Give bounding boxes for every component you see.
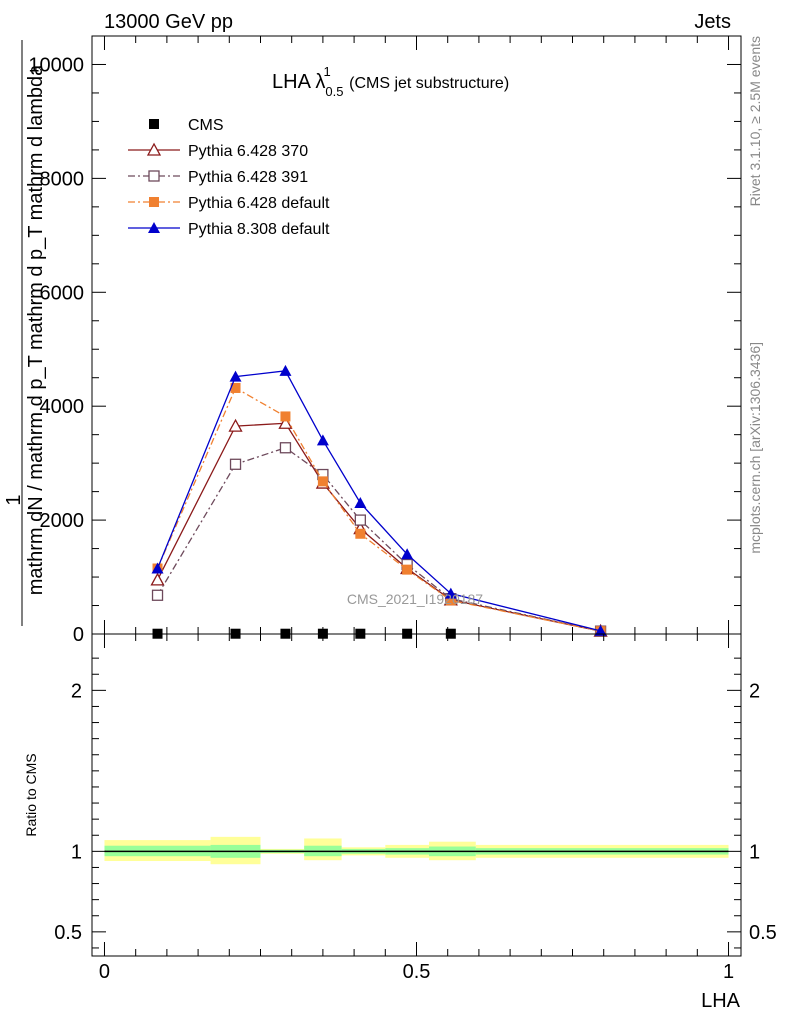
y-tick-label: 4000 — [40, 396, 85, 418]
data-point — [401, 548, 414, 560]
ratio-y-tick-label-right: 1 — [749, 841, 760, 863]
data-point — [229, 458, 242, 470]
data-point — [228, 418, 243, 432]
data-point — [316, 434, 329, 446]
legend-marker — [146, 142, 162, 156]
title-main: LHA λ — [272, 71, 325, 93]
ratio-y-tick-label: 0.5 — [54, 922, 82, 944]
header-right: Jets — [694, 11, 731, 33]
y-tick-label: 6000 — [40, 282, 85, 304]
data-point — [150, 572, 165, 586]
series-line — [156, 387, 601, 632]
data-point — [354, 514, 366, 526]
watermark: CMS_2021_I1920187 — [347, 591, 483, 607]
data-point — [230, 382, 241, 393]
legend-marker — [149, 197, 159, 207]
data-point — [354, 497, 367, 509]
ratio-y-tick-label: 2 — [71, 680, 82, 702]
y-axis-label: 1 mathrm dN / mathrm d p_T mathrm d p_T … — [3, 40, 47, 626]
legend-label: Pythia 6.428 391 — [188, 169, 308, 186]
legend-label: Pythia 6.428 default — [188, 195, 330, 212]
title-sub: 0.5 — [325, 84, 343, 99]
legend-marker — [148, 170, 160, 182]
data-point — [444, 587, 457, 599]
title-sup: 1 — [323, 64, 330, 79]
data-point — [445, 595, 456, 606]
y-tick-label: 10000 — [28, 54, 84, 76]
legend-marker — [148, 222, 160, 233]
legend-marker — [149, 119, 159, 129]
data-point — [280, 411, 291, 422]
legend: CMS Pythia 6.428 370 Pythia 6.428 391 Pythi… — [128, 117, 330, 238]
ratio-frame — [91, 633, 742, 957]
y-tick-label: 8000 — [40, 168, 85, 190]
x-tick-label: 0 — [99, 961, 110, 983]
legend-label: CMS — [188, 117, 224, 134]
series-line — [156, 447, 601, 632]
y-label-numerator: 1 — [3, 494, 25, 505]
x-tick-label: 1 — [723, 961, 734, 983]
series-line — [156, 370, 601, 632]
header-left: 13000 GeV pp — [104, 11, 233, 33]
y-label-denominator: mathrm dN / mathrm d p_T mathrm d p_T ma… — [25, 64, 47, 595]
data-point — [151, 562, 164, 574]
side-text-bottom: mcplots.cern.ch [arXiv:1306.3436] — [747, 342, 763, 554]
data-point — [279, 364, 292, 376]
ratio-y-tick-label: 1 — [71, 841, 82, 863]
data-point — [355, 528, 366, 539]
ratio-panel: 0 0.5 1 0.5 0.5 1 1 2 2 — [54, 634, 777, 983]
legend-label: Pythia 8.308 default — [188, 221, 330, 238]
y-tick-label: 2000 — [40, 510, 85, 532]
y-tick-label: 0 — [73, 624, 84, 646]
x-axis-label: LHA — [701, 990, 741, 1012]
data-point — [151, 589, 164, 601]
data-point — [402, 564, 413, 575]
ratio-y-tick-label-right: 2 — [749, 680, 760, 702]
title-suffix: (CMS jet substructure) — [345, 75, 509, 92]
ratio-y-tick-label-right: 0.5 — [749, 922, 777, 944]
side-text-top: Rivet 3.1.10, ≥ 2.5M events — [747, 36, 763, 206]
chart-title: LHA λ0.5 1 (CMS jet substructure) — [272, 64, 509, 99]
main-panel: 0 2000 4000 6000 8000 10000 — [28, 35, 741, 646]
data-point — [279, 442, 292, 454]
data-point — [317, 476, 328, 487]
x-tick-label: 0.5 — [403, 961, 431, 983]
data-point — [229, 370, 242, 382]
legend-label: Pythia 6.428 370 — [188, 143, 308, 160]
data-point — [594, 624, 607, 636]
ratio-y-label: Ratio to CMS — [23, 753, 39, 836]
